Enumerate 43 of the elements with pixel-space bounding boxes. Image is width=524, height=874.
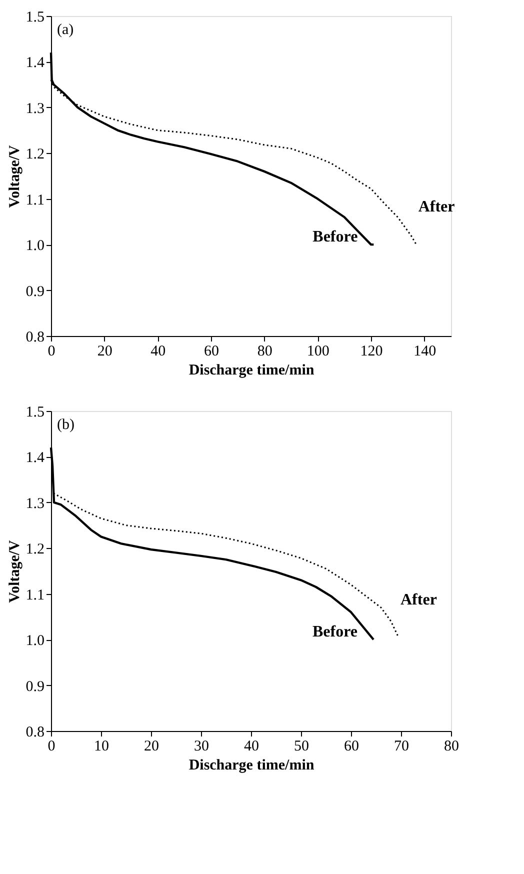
y-tick-label: 0.9 (26, 284, 44, 300)
chart-title: (b) (57, 417, 74, 433)
y-tick-label: 1.0 (26, 238, 44, 254)
x-tick-label: 0 (48, 738, 56, 754)
x-tick-label: 140 (414, 344, 436, 360)
x-tick-label: 30 (194, 738, 209, 754)
series-label: After (418, 198, 455, 216)
x-axis-title: Discharge time/min (188, 362, 315, 378)
x-tick-label: 80 (444, 738, 459, 754)
x-tick-label: 60 (344, 738, 359, 754)
y-tick-label: 0.9 (26, 678, 44, 695)
y-tick-label: 1.5 (26, 10, 44, 26)
y-axis-title: Voltage/V (6, 540, 23, 603)
chart-title: (a) (57, 22, 74, 38)
series-label: After (400, 591, 437, 608)
y-tick-label: 0.8 (26, 330, 44, 346)
x-tick-label: 100 (306, 344, 330, 360)
y-tick-label: 1.0 (26, 633, 44, 650)
x-tick-label: 40 (150, 344, 166, 360)
x-axis-title: Discharge time/min (188, 758, 315, 774)
x-tick-label: 80 (257, 344, 272, 360)
y-tick-label: 1.5 (26, 404, 44, 420)
x-tick-label: 70 (394, 738, 409, 754)
y-tick-label: 0.8 (26, 724, 44, 740)
y-tick-label: 1.3 (26, 496, 44, 512)
y-tick-label: 1.2 (26, 542, 44, 558)
y-tick-label: 1.3 (26, 100, 44, 117)
y-tick-label: 1.1 (26, 587, 44, 604)
y-tick-label: 1.4 (26, 450, 45, 466)
x-tick-label: 40 (244, 738, 259, 754)
series-label: Before (312, 624, 358, 641)
x-tick-label: 10 (94, 738, 109, 754)
x-tick-label: 20 (144, 738, 159, 754)
y-tick-label: 1.2 (26, 146, 44, 163)
series-label: Before (312, 228, 358, 246)
y-tick-label: 1.4 (26, 55, 45, 72)
y-tick-label: 1.1 (26, 192, 44, 208)
x-tick-label: 50 (294, 738, 309, 754)
x-tick-label: 60 (204, 344, 219, 360)
x-tick-label: 20 (97, 344, 112, 360)
x-tick-label: 0 (48, 344, 56, 360)
x-tick-label: 120 (360, 344, 383, 360)
y-axis-title: Voltage/V (6, 144, 23, 208)
